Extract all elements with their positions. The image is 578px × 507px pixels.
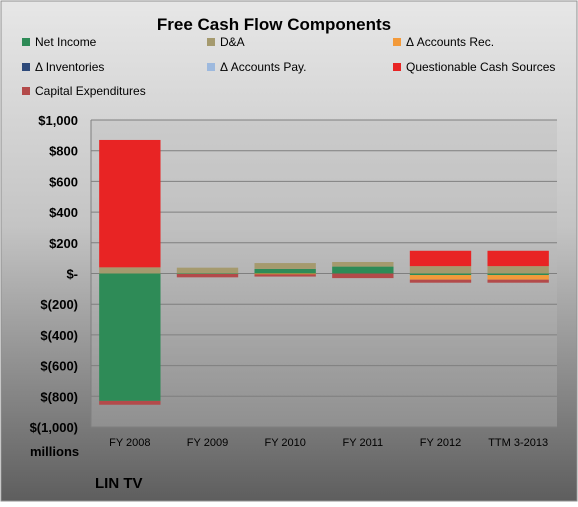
legend-label: Questionable Cash Sources bbox=[406, 60, 555, 74]
bar-segment bbox=[409, 250, 472, 267]
bar-segment bbox=[487, 273, 549, 276]
y-tick-label: $(800) bbox=[40, 389, 78, 404]
x-tick-label: FY 2008 bbox=[109, 437, 150, 449]
y-tick-label: $600 bbox=[49, 174, 78, 189]
legend-swatch bbox=[207, 63, 215, 71]
y-tick-label: $(1,000) bbox=[30, 420, 78, 435]
bar-segment bbox=[176, 273, 239, 278]
bar-segment bbox=[487, 279, 549, 283]
y-tick-label: $1,000 bbox=[38, 113, 78, 128]
x-tick-label: FY 2011 bbox=[343, 437, 384, 449]
legend-label: D&A bbox=[220, 35, 245, 49]
bar-segment bbox=[99, 273, 161, 401]
y-axis: $1,000 $800 $600 $400 $200 $- $(200) $(400) $(60… bbox=[30, 113, 92, 435]
legend-label: Net Income bbox=[35, 35, 97, 49]
bar-segment bbox=[99, 139, 161, 268]
bar-segment bbox=[254, 273, 316, 275]
y-tick-label: $200 bbox=[49, 236, 78, 251]
bar-segment bbox=[99, 400, 161, 405]
legend-swatch bbox=[207, 38, 215, 46]
grid-lines bbox=[91, 119, 557, 428]
bar-segment bbox=[487, 250, 549, 267]
legend-swatch bbox=[393, 38, 401, 46]
y-tick-label: $400 bbox=[49, 205, 78, 220]
x-tick-label: TTM 3-2013 bbox=[488, 437, 548, 449]
bar-segment bbox=[487, 266, 549, 274]
chart-title: Free Cash Flow Components bbox=[157, 15, 391, 34]
x-tick-label: FY 2012 bbox=[420, 437, 461, 449]
bar-segment bbox=[409, 279, 472, 283]
y-tick-label: $800 bbox=[49, 144, 78, 159]
bar-segment bbox=[254, 274, 316, 277]
x-tick-label: FY 2009 bbox=[187, 437, 228, 449]
legend-label: Capital Expenditures bbox=[35, 84, 146, 98]
y-tick-label: $(600) bbox=[40, 359, 78, 374]
bar-segment bbox=[254, 268, 316, 274]
legend-swatch bbox=[22, 63, 30, 71]
bar-segment bbox=[176, 267, 239, 274]
y-tick-label: $(200) bbox=[40, 297, 78, 312]
footer-label: LIN TV bbox=[95, 475, 143, 492]
y-tick-label: $(400) bbox=[40, 328, 78, 343]
legend-swatch bbox=[22, 87, 30, 95]
bar-segment bbox=[409, 273, 472, 276]
bars bbox=[99, 139, 549, 405]
legend: Net Income D&A Δ Accounts Rec. Δ Inventorie… bbox=[22, 35, 555, 98]
legend-label: Δ Accounts Pay. bbox=[220, 60, 307, 74]
bar-segment bbox=[332, 273, 394, 279]
bar-segment bbox=[409, 266, 472, 274]
bar-segment bbox=[332, 261, 394, 267]
bar-segment bbox=[332, 266, 394, 274]
legend-swatch bbox=[22, 38, 30, 46]
legend-label: Δ Inventories bbox=[35, 60, 104, 74]
y-tick-label: $- bbox=[66, 267, 78, 282]
unit-label: millions bbox=[30, 444, 79, 459]
x-axis: FY 2008 FY 2009 FY 2010 FY 2011 FY 2012 TTM 3… bbox=[109, 437, 548, 449]
bar-segment bbox=[487, 275, 549, 280]
bar-segment bbox=[409, 275, 472, 280]
bar-segment bbox=[254, 263, 316, 269]
legend-swatch bbox=[393, 63, 401, 71]
x-tick-label: FY 2010 bbox=[264, 437, 305, 449]
bar-segment bbox=[99, 267, 161, 274]
legend-label: Δ Accounts Rec. bbox=[406, 35, 494, 49]
